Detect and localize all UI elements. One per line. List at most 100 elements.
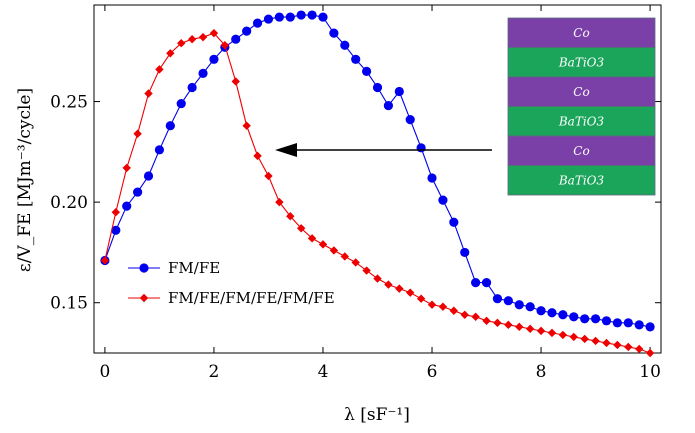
data-point — [166, 49, 175, 58]
data-point — [558, 310, 568, 320]
data-point — [547, 328, 557, 338]
x-axis-label: λ [sF⁻¹] — [344, 405, 410, 425]
data-point — [340, 40, 350, 50]
data-point — [165, 121, 175, 131]
arrow-annotation — [275, 143, 492, 157]
data-point — [220, 41, 230, 50]
data-point — [209, 54, 219, 64]
data-point — [536, 306, 546, 316]
data-point — [569, 332, 578, 342]
data-point — [122, 163, 131, 173]
data-point — [427, 173, 437, 183]
data-point — [176, 98, 186, 109]
data-point — [307, 10, 317, 20]
data-point — [438, 195, 448, 205]
legend-marker — [139, 263, 149, 273]
data-point — [198, 32, 208, 42]
inset-layer-label: BaTiO3 — [558, 173, 605, 187]
data-point — [329, 246, 339, 255]
data-point — [274, 12, 284, 22]
data-point — [143, 171, 154, 181]
data-point — [634, 320, 644, 330]
data-point — [383, 100, 394, 111]
data-point — [286, 212, 295, 221]
data-point — [155, 65, 164, 74]
x-tick-label: 10 — [639, 362, 661, 382]
data-point — [361, 66, 372, 76]
data-point — [624, 342, 633, 352]
data-point — [460, 247, 470, 258]
data-point — [154, 145, 165, 155]
y-axis-label: ε/V_FE [MJm⁻³/cycle] — [15, 88, 35, 272]
legend-marker — [139, 293, 149, 303]
data-point — [504, 320, 513, 330]
data-point — [198, 68, 208, 78]
data-point — [514, 300, 524, 310]
x-tick-label: 8 — [536, 362, 547, 382]
data-point — [515, 322, 524, 332]
data-point — [231, 34, 241, 44]
inset-layer — [507, 106, 656, 137]
data-point — [362, 266, 371, 275]
data-point — [645, 322, 655, 332]
data-point — [634, 344, 644, 354]
inset-layer-label: BaTiO3 — [558, 55, 605, 69]
data-point — [449, 217, 459, 227]
data-point — [144, 89, 153, 98]
inset-layer-label: BaTiO3 — [558, 114, 605, 128]
data-point — [503, 296, 513, 306]
data-point — [133, 129, 142, 138]
data-point — [558, 330, 568, 340]
data-point — [482, 316, 491, 326]
data-point — [471, 277, 481, 288]
inset-layer — [507, 76, 656, 107]
x-tick-label: 0 — [99, 362, 110, 382]
data-point — [318, 12, 328, 22]
data-point — [438, 302, 448, 311]
plot-frame — [93, 4, 662, 354]
data-point — [492, 294, 503, 304]
data-point — [384, 280, 393, 289]
data-point — [133, 187, 143, 197]
data-point — [416, 294, 426, 303]
data-point — [177, 39, 186, 48]
data-point — [242, 121, 251, 130]
data-point — [187, 34, 197, 44]
data-point — [493, 318, 502, 328]
data-point — [231, 77, 240, 86]
data-point — [329, 28, 339, 38]
data-point — [580, 314, 590, 324]
data-point — [209, 28, 219, 38]
data-point — [263, 14, 274, 24]
data-point — [471, 312, 480, 321]
inset-layer-label: Co — [573, 85, 589, 99]
data-point — [296, 224, 306, 233]
data-point — [601, 316, 612, 326]
data-point — [449, 306, 459, 315]
data-point — [252, 18, 263, 28]
data-point — [569, 312, 579, 322]
x-tick-label: 4 — [318, 362, 329, 382]
data-point — [525, 324, 535, 334]
data-point — [351, 258, 360, 267]
data-point — [406, 288, 415, 297]
inset-layer — [507, 135, 656, 166]
data-point — [187, 82, 197, 93]
data-point — [395, 284, 404, 293]
data-point — [351, 54, 361, 64]
data-point — [111, 207, 121, 217]
data-point — [547, 308, 557, 318]
data-point — [460, 310, 469, 319]
data-point — [122, 201, 132, 211]
y-tick-label: 0.25 — [50, 93, 88, 113]
data-point — [318, 240, 328, 249]
data-point — [111, 225, 121, 235]
data-point — [591, 336, 600, 346]
data-point — [580, 334, 589, 344]
data-point — [264, 171, 273, 181]
data-point — [427, 300, 437, 309]
data-point — [481, 277, 492, 288]
y-tick-label: 0.15 — [50, 294, 88, 314]
inset-layer-label: Co — [573, 26, 589, 40]
